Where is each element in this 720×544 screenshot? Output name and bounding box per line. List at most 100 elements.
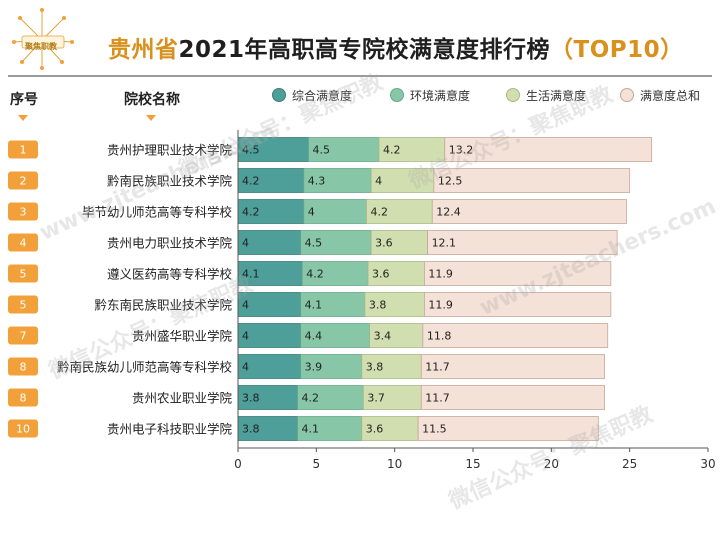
bar-segment — [297, 416, 363, 441]
logo-text: 聚焦职教 — [25, 42, 57, 51]
bar-segment — [237, 385, 298, 410]
legend-item-life: 生活满意度 — [506, 87, 586, 103]
bar-value-label: 3.9 — [305, 361, 323, 374]
bar-value-label: 4.4 — [305, 330, 323, 343]
bar-segment — [237, 168, 305, 193]
school-name: 贵州盛华职业学院 — [132, 329, 233, 344]
bar-segment — [427, 230, 618, 255]
title-prefix: 贵州省 — [108, 37, 179, 63]
bar-value-label: 4.5 — [242, 144, 260, 157]
rank-badge — [8, 295, 38, 314]
bar-segment — [237, 199, 305, 224]
legend-swatch — [620, 88, 634, 102]
bar-segment — [237, 323, 302, 348]
school-name: 黔南民族职业技术学院 — [107, 174, 233, 189]
school-name: 贵州农业职业学院 — [132, 391, 233, 406]
bar-segment — [433, 168, 631, 193]
header-divider — [8, 75, 712, 77]
bar-segment — [370, 168, 435, 193]
bar-segment — [301, 261, 369, 286]
bar-value-label: 4 — [242, 330, 249, 343]
bar-value-label: 4.2 — [242, 206, 260, 219]
rank-badge — [8, 388, 38, 407]
bar-value-label: 4.5 — [313, 144, 331, 157]
bar-value-label: 4.2 — [302, 392, 320, 405]
school-name: 贵州电力职业技术学院 — [107, 236, 233, 251]
bar-segment — [361, 354, 422, 379]
x-tick-label: 15 — [465, 457, 480, 471]
bar-segment — [361, 416, 419, 441]
legend-label: 生活满意度 — [526, 88, 587, 103]
rank-number: 1 — [20, 144, 27, 157]
bar-value-label: 12.5 — [438, 175, 463, 188]
bar-segment — [422, 323, 609, 348]
column-header-markers — [18, 115, 156, 121]
title-main: 2021年高职高专院校满意度排行榜 — [178, 37, 551, 63]
x-tick-label: 5 — [313, 457, 321, 471]
bar-value-label: 3.6 — [375, 237, 393, 250]
bar-segment — [378, 137, 446, 162]
bar-value-label: 3.6 — [372, 268, 390, 281]
bar-segment — [237, 292, 302, 317]
legend-item-composite: 综合满意度 — [272, 87, 352, 103]
bar-value-label: 3.6 — [366, 423, 384, 436]
bar-value-label: 3.8 — [366, 361, 384, 374]
title-suffix: （TOP10） — [550, 37, 684, 63]
x-tick-label: 0 — [234, 457, 242, 471]
bar-segment — [370, 230, 428, 255]
bar-value-label: 11.9 — [428, 268, 453, 281]
bar-value-label: 3.4 — [374, 330, 392, 343]
rank-badge — [8, 326, 38, 345]
column-header-school: 院校名称 — [124, 92, 180, 108]
bar-value-label: 11.9 — [428, 299, 453, 312]
school-name: 遵义医药高等专科学校 — [107, 267, 233, 282]
rank-header-marker — [18, 115, 28, 121]
bar-segment — [444, 137, 652, 162]
bar-value-label: 3.8 — [242, 392, 260, 405]
bar-segment — [237, 230, 302, 255]
rank-number: 7 — [20, 330, 27, 343]
bar-value-label: 4.1 — [305, 299, 323, 312]
rank-number: 4 — [20, 237, 27, 250]
column-header-rank: 序号 — [10, 92, 38, 108]
school-header-marker — [146, 115, 156, 121]
rank-badge — [8, 171, 38, 190]
bottom-strip — [0, 514, 720, 520]
bar-value-label: 11.8 — [427, 330, 452, 343]
bar-segment — [303, 168, 372, 193]
logo-icon — [12, 8, 74, 70]
legend-item-environment: 环境满意度 — [390, 87, 470, 103]
rank-number: 3 — [20, 206, 27, 219]
bar-value-label: 4.1 — [242, 268, 260, 281]
bar-value-label: 11.7 — [425, 361, 450, 374]
bar-value-label: 4.3 — [308, 175, 326, 188]
bar-value-label: 4 — [375, 175, 382, 188]
legend-label: 满意度总和 — [640, 88, 701, 103]
rank-badge — [8, 233, 38, 252]
bar-segment — [424, 292, 612, 317]
header: 聚焦职教 贵州省2021年高职高专院校满意度排行榜（TOP10） — [0, 0, 720, 72]
bar-segment — [300, 230, 372, 255]
school-name: 黔东南民族职业技术学院 — [94, 298, 232, 313]
bar-segment — [424, 261, 612, 286]
rank-number: 10 — [16, 423, 30, 436]
rank-number: 5 — [20, 268, 27, 281]
legend-label: 环境满意度 — [410, 88, 471, 103]
rank-badge — [8, 419, 38, 438]
bar-value-label: 4 — [242, 237, 249, 250]
x-tick-label: 25 — [622, 457, 637, 471]
x-tick-label: 10 — [387, 457, 402, 471]
bar-segment — [300, 323, 370, 348]
bar-segment — [366, 199, 433, 224]
school-name: 黔南民族幼儿师范高等专科学校 — [57, 360, 233, 375]
bar-value-label: 4 — [308, 206, 315, 219]
bar-value-label: 12.1 — [432, 237, 457, 250]
bar-value-label: 3.8 — [242, 423, 260, 436]
legend-label: 综合满意度 — [292, 88, 353, 103]
rank-badge — [8, 202, 38, 221]
rank-badge — [8, 264, 38, 283]
bar-value-label: 4.2 — [242, 175, 260, 188]
bar-segment — [237, 416, 298, 441]
rank-number: 8 — [20, 392, 27, 405]
bar-value-label: 12.4 — [436, 206, 461, 219]
